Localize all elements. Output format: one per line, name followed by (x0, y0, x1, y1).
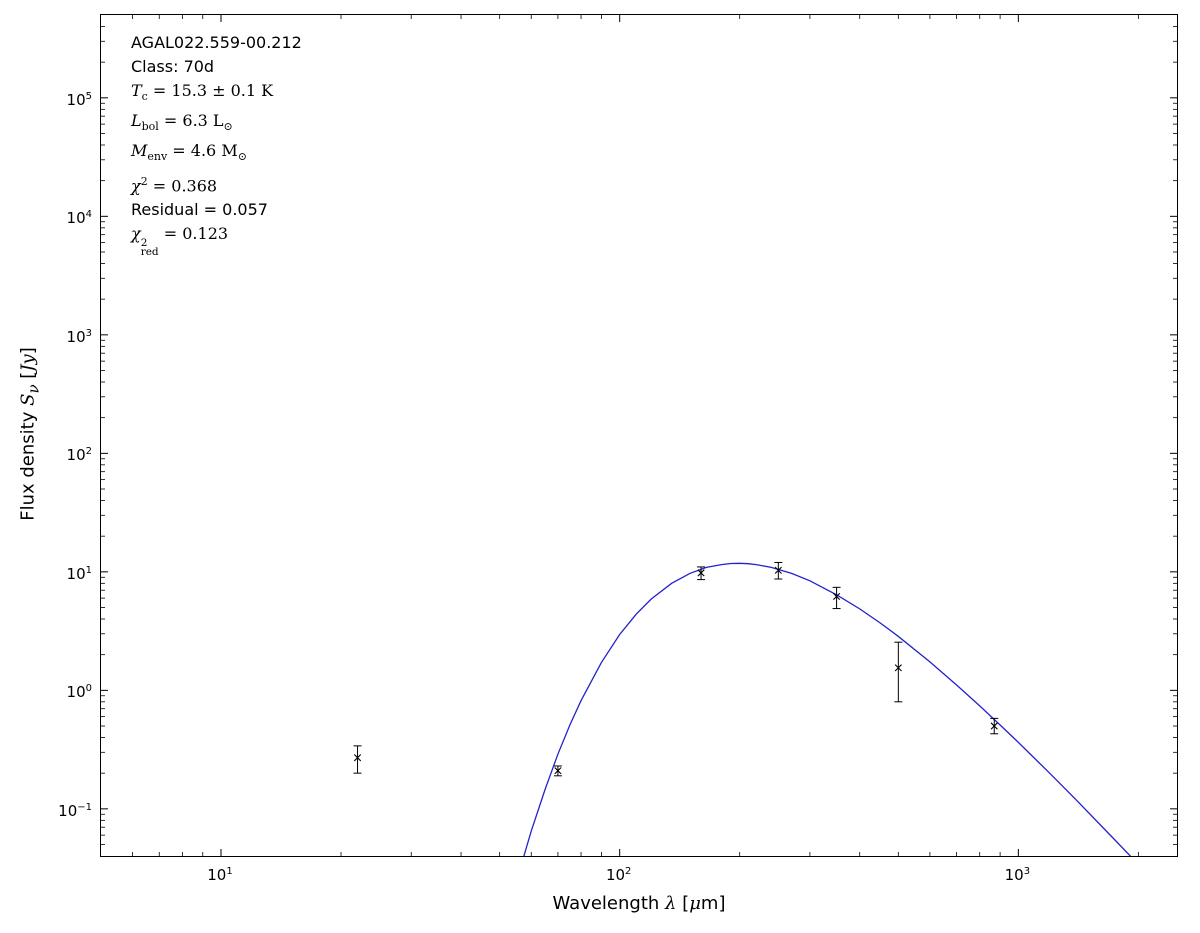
y-tick-label: 105 (66, 90, 92, 109)
y-unit-close: ] (17, 347, 39, 355)
x-label-text: Wavelength (552, 893, 666, 914)
m-symbol: M (131, 141, 148, 161)
residual-value: Residual = 0.057 (131, 199, 268, 219)
chi-exponent: 2 (140, 236, 148, 249)
jansky-unit: Jy (17, 354, 39, 372)
x-unit-open: [ (676, 893, 690, 914)
t-value: = 15.3 ± 0.1 K (147, 81, 274, 100)
x-tick-label: 101 (207, 866, 233, 884)
y-tick-label: 101 (66, 564, 92, 583)
t-symbol: T (131, 81, 142, 100)
solar-luminosity-symbol: L (212, 111, 224, 131)
y-tick-label: 104 (66, 209, 92, 228)
chi-squared-value: χ2 = 0.368 (131, 170, 302, 198)
solar-mass-symbol: M (221, 141, 238, 161)
lambda-symbol: λ (665, 893, 677, 914)
t-subscript: c (141, 90, 148, 104)
source-name: AGAL022.559-00.212 (131, 33, 302, 52)
chi-symbol: χ (131, 175, 141, 195)
dust-temperature-value: Tc = 15.3 ± 0.1 K (131, 79, 302, 109)
chi-red-supsub: 2 red (140, 236, 159, 259)
y-label-text: Flux density (17, 405, 39, 521)
x-axis-label: Wavelength λ [μm] (100, 893, 1178, 914)
chi-red-subscript: red (140, 246, 159, 259)
x-unit-close: m] (700, 893, 726, 914)
y-tick-label: 102 (66, 446, 92, 465)
chi-red-value: = 0.123 (158, 223, 229, 243)
l-symbol: L (131, 111, 142, 131)
sun-symbol: ⊙ (223, 120, 233, 134)
chi-symbol: χ (131, 223, 141, 243)
l-value: = 6.3 (158, 111, 213, 131)
plot-area: AGAL022.559-00.212 Class: 70d Tc = 15.3 … (100, 14, 1178, 857)
chi-exponent: 2 (140, 174, 148, 188)
sed-chart (101, 15, 1177, 856)
y-tick-label: 103 (66, 327, 92, 346)
sun-symbol: ⊙ (237, 150, 247, 164)
m-subscript: env (147, 150, 168, 164)
fit-parameters-panel: AGAL022.559-00.212 Class: 70d Tc = 15.3 … (131, 31, 302, 258)
y-tick-label: 10−1 (58, 801, 92, 820)
m-value: = 4.6 (167, 141, 222, 161)
envelope-mass-value: Menv = 4.6 M⊙ (131, 139, 302, 169)
bolometric-luminosity-value: Lbol = 6.3 L⊙ (131, 109, 302, 139)
x-tick-label: 102 (605, 866, 632, 884)
y-tick-label: 100 (66, 683, 92, 702)
y-unit-open: [ (17, 371, 39, 385)
class-label: Class: 70d (131, 57, 215, 76)
flux-symbol: S (17, 393, 39, 406)
x-tick-label: 103 (1004, 866, 1031, 884)
y-axis-label: Flux density Sν [Jy] (18, 347, 43, 521)
mu-symbol: μ (689, 893, 701, 914)
reduced-chi-squared-value: χ 2 red = 0.123 (131, 222, 302, 258)
fit-curve (523, 562, 1132, 856)
chi-value: = 0.368 (147, 175, 218, 195)
l-subscript: bol (141, 120, 159, 134)
nu-subscript: ν (24, 384, 43, 394)
